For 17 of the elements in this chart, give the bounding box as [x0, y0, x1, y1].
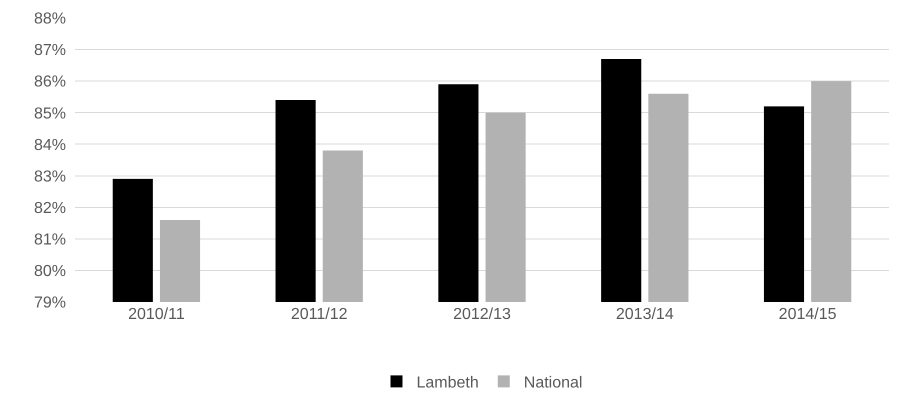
y-tick-label: 81%	[34, 231, 66, 248]
x-tick-label: 2013/14	[616, 306, 674, 323]
y-tick-label: 86%	[34, 74, 66, 91]
x-tick-label: 2014/15	[778, 306, 837, 323]
legend-label: Lambeth	[416, 374, 479, 392]
y-tick-label: 80%	[34, 263, 66, 280]
y-tick-label: 84%	[34, 136, 66, 154]
x-tick-label: 2012/13	[453, 306, 512, 323]
y-tick-label: 82%	[34, 200, 66, 217]
y-tick-label: 88%	[34, 10, 66, 28]
legend-label: National	[524, 374, 582, 392]
y-tick-label: 83%	[34, 168, 66, 186]
y-tick-label: 87%	[34, 42, 66, 60]
y-tick-label: 79%	[34, 294, 66, 312]
y-tick-label: 85%	[34, 105, 66, 122]
x-tick-label: 2010/11	[128, 306, 185, 323]
x-tick-label: 2011/12	[290, 306, 348, 323]
